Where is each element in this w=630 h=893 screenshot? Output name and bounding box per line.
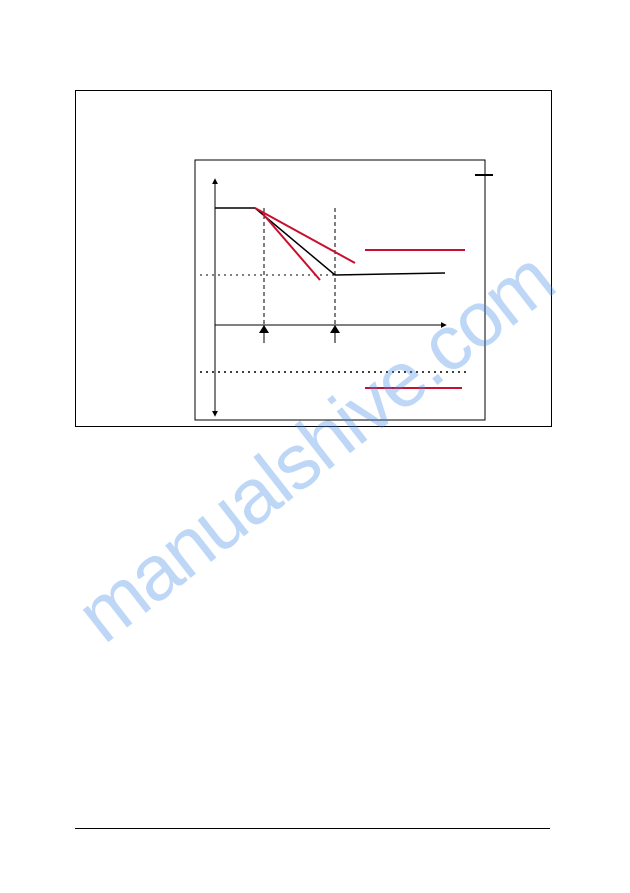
arrow-up-2 <box>330 325 340 343</box>
diagram-svg <box>0 0 630 500</box>
arrow-up-1 <box>259 325 269 343</box>
red-upper-slope <box>255 208 355 263</box>
inner-frame <box>195 160 485 420</box>
red-lower-slope <box>263 214 320 280</box>
footer-rule <box>75 828 550 829</box>
black-data-line <box>215 208 445 275</box>
